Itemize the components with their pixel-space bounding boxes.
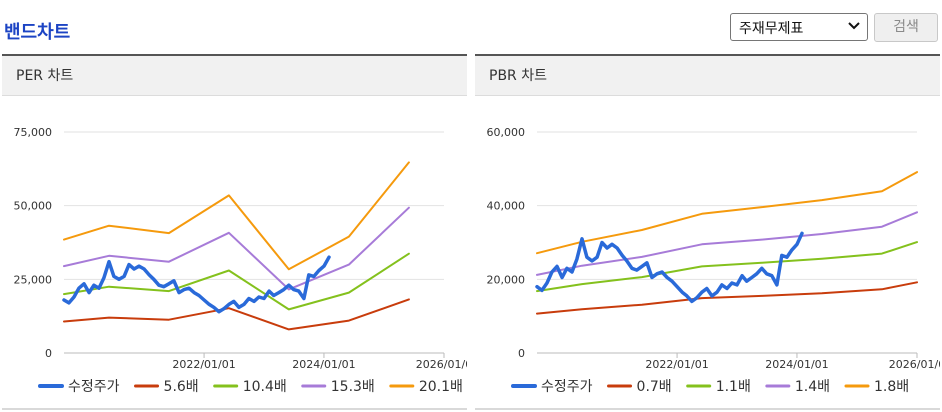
legend-label: 수정주가: [541, 379, 593, 395]
x-tick-label: 2026/01/0: [416, 358, 467, 371]
legend-label: 1.8배: [874, 379, 909, 395]
y-tick-label: 50,000: [14, 200, 53, 213]
x-tick-label: 2024/01/01: [292, 358, 355, 371]
per-chart-title: PER 차트: [2, 56, 467, 96]
pbr-band-chart: 0 20,000 40,000 60,000 2022/01/01 2024/01/01 2…: [487, 126, 941, 395]
panel-divider: [475, 408, 940, 410]
pbr-chart-title: PBR 차트: [475, 56, 940, 96]
legend-label: 5.6배: [164, 379, 199, 395]
y-tick-label: 0: [45, 347, 52, 360]
panel-divider: [2, 408, 467, 410]
legend-item[interactable]: 10.4배: [213, 379, 287, 395]
legend-label: 10.4배: [243, 379, 287, 395]
pbr-chart-panel: PBR 차트 0 20,000 40,000 60,000 2022/01/01 2024…: [475, 54, 940, 410]
legend-label: 수정주가: [68, 379, 120, 395]
y-tick-label: 40,000: [487, 200, 526, 213]
y-tick-label: 75,000: [14, 126, 53, 139]
band-series-line: [63, 298, 410, 331]
search-button[interactable]: 검색: [874, 13, 938, 42]
band-series-line: [536, 281, 918, 315]
chevron-down-icon: [848, 22, 860, 30]
x-tick-label: 2024/01/01: [765, 358, 828, 371]
per-chart-panel: PER 차트 0 25,000 50,000 75,000 2022/01/01 2024…: [2, 54, 467, 410]
legend-item[interactable]: 수정주가: [511, 379, 593, 395]
band-series-line: [536, 241, 918, 293]
x-tick-label: 2022/01/01: [172, 358, 235, 371]
y-tick-label: 25,000: [14, 273, 53, 286]
y-tick-label: 60,000: [487, 126, 526, 139]
band-series-line: [63, 161, 410, 271]
legend-label: 1.4배: [795, 379, 830, 395]
band-series-line: [63, 206, 410, 291]
legend-label: 20.1배: [419, 379, 463, 395]
band-series-line: [536, 171, 918, 255]
legend-item[interactable]: 20.1배: [389, 379, 463, 395]
legend-item[interactable]: 15.3배: [301, 379, 375, 395]
price-series-line: [62, 255, 331, 314]
price-series-line: [535, 231, 804, 304]
legend-label: 1.1배: [716, 379, 751, 395]
legend-item[interactable]: 수정주가: [38, 379, 120, 395]
legend-label: 15.3배: [331, 379, 375, 395]
x-tick-label: 2022/01/01: [645, 358, 708, 371]
legend-label: 0.7배: [637, 379, 672, 395]
statement-type-value: 주재무제표: [739, 21, 804, 37]
band-series-line: [63, 252, 410, 311]
statement-type-select[interactable]: 주재무제표: [730, 13, 868, 41]
legend-item[interactable]: 1.8배: [844, 379, 909, 395]
y-tick-label: 0: [518, 347, 525, 360]
per-band-chart: 0 25,000 50,000 75,000 2022/01/01 2024/01/01 2…: [14, 126, 468, 395]
band-series-line: [536, 211, 918, 276]
y-tick-label: 20,000: [487, 273, 526, 286]
legend-item[interactable]: 1.4배: [765, 379, 830, 395]
legend-item[interactable]: 5.6배: [134, 379, 199, 395]
x-tick-label: 2026/01/0: [889, 358, 940, 371]
legend-item[interactable]: 1.1배: [686, 379, 751, 395]
page-title: 밴드차트: [4, 22, 71, 43]
legend-item[interactable]: 0.7배: [607, 379, 672, 395]
